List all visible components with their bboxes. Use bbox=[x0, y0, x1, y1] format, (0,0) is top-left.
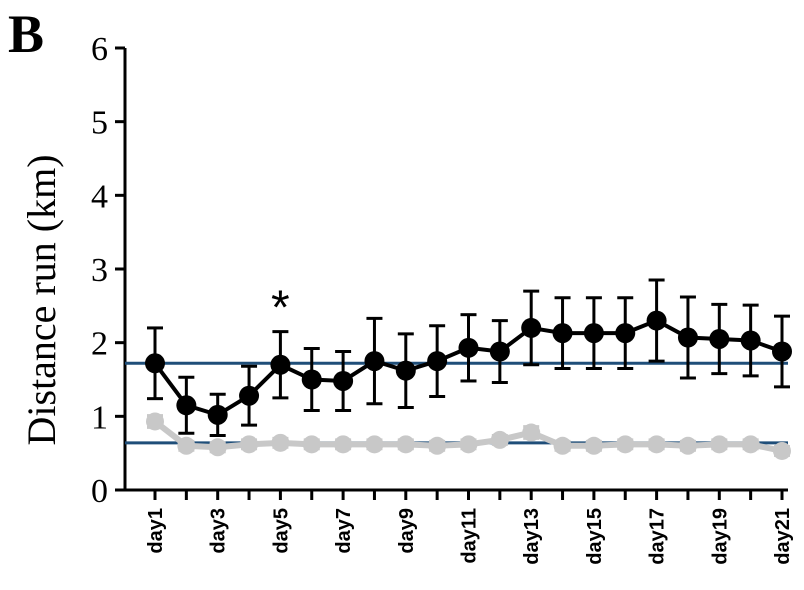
data-point bbox=[334, 435, 353, 454]
y-tick-label: 3 bbox=[91, 252, 108, 289]
data-point bbox=[740, 330, 761, 351]
data-point bbox=[427, 351, 448, 372]
data-point bbox=[773, 441, 791, 460]
series-layer bbox=[145, 278, 792, 460]
y-axis-ticks: 0 1 2 3 4 5 6 bbox=[91, 31, 125, 510]
data-point bbox=[458, 337, 479, 358]
data-point bbox=[333, 370, 354, 391]
data-point bbox=[270, 354, 291, 375]
x-tick-label: day19 bbox=[709, 508, 731, 565]
data-point bbox=[646, 310, 667, 331]
data-point bbox=[583, 323, 604, 344]
data-point bbox=[459, 435, 478, 454]
data-point bbox=[709, 328, 730, 349]
x-tick-label: day5 bbox=[270, 508, 292, 554]
y-tick-label: 0 bbox=[91, 473, 108, 510]
data-point bbox=[301, 369, 322, 390]
data-point bbox=[616, 435, 635, 454]
data-point bbox=[677, 327, 698, 348]
y-tick-label: 5 bbox=[91, 105, 108, 142]
data-point bbox=[240, 435, 259, 454]
x-tick-label: day21 bbox=[772, 508, 794, 565]
data-point bbox=[428, 436, 447, 455]
data-point bbox=[145, 353, 165, 374]
data-point bbox=[490, 430, 509, 449]
data-point bbox=[176, 395, 197, 416]
data-point bbox=[239, 385, 260, 406]
x-axis-ticks: day1 day3 day5 day7 day9 day11 day13 day15 day17… bbox=[145, 490, 794, 565]
x-tick-label: day17 bbox=[647, 508, 669, 565]
y-tick-label: 6 bbox=[91, 31, 108, 68]
data-point bbox=[302, 435, 321, 454]
series bbox=[146, 412, 791, 460]
data-point bbox=[271, 433, 290, 452]
y-tick-label: 1 bbox=[91, 399, 108, 436]
panel-label: B bbox=[8, 4, 44, 64]
data-point bbox=[522, 423, 541, 442]
x-tick-label: day7 bbox=[333, 508, 355, 554]
data-point bbox=[208, 438, 227, 457]
x-tick-label: day3 bbox=[208, 508, 230, 554]
y-tick-label: 2 bbox=[91, 326, 108, 363]
data-point bbox=[678, 436, 697, 455]
data-point bbox=[552, 323, 573, 344]
data-point bbox=[395, 360, 416, 381]
data-point bbox=[364, 351, 385, 372]
data-point bbox=[772, 341, 792, 362]
series bbox=[145, 278, 792, 437]
axes bbox=[123, 48, 788, 492]
data-point bbox=[146, 412, 164, 431]
data-point bbox=[177, 436, 196, 455]
data-point bbox=[647, 435, 666, 454]
data-point bbox=[396, 435, 415, 454]
x-tick-label: day11 bbox=[459, 508, 481, 564]
data-point bbox=[584, 436, 603, 455]
data-point bbox=[489, 341, 510, 362]
data-point bbox=[741, 435, 760, 454]
y-axis-title: Distance run (km) bbox=[19, 154, 64, 445]
data-point bbox=[553, 436, 572, 455]
data-point bbox=[365, 435, 384, 454]
data-point bbox=[710, 435, 729, 454]
y-tick-label: 4 bbox=[91, 178, 108, 215]
x-tick-label: day15 bbox=[584, 508, 606, 565]
data-point bbox=[207, 404, 228, 425]
significance-asterisk: * bbox=[271, 281, 290, 334]
data-point bbox=[615, 323, 636, 344]
data-point bbox=[521, 317, 542, 338]
x-tick-label: day1 bbox=[145, 508, 167, 554]
annotations: * bbox=[271, 281, 290, 334]
x-tick-label: day13 bbox=[521, 508, 543, 565]
x-tick-label: day9 bbox=[396, 508, 418, 554]
